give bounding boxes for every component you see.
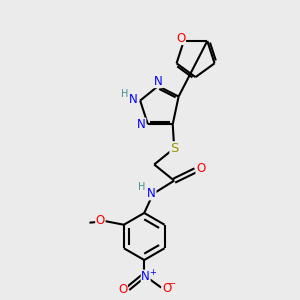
Text: N: N xyxy=(129,94,138,106)
Text: O: O xyxy=(162,282,171,295)
Text: H: H xyxy=(138,182,146,192)
Text: N: N xyxy=(154,75,163,88)
Text: O: O xyxy=(176,32,185,44)
Text: −: − xyxy=(168,279,176,289)
Text: O: O xyxy=(96,214,105,227)
Text: N: N xyxy=(137,118,146,131)
Text: +: + xyxy=(149,268,156,278)
Text: O: O xyxy=(196,162,205,176)
Text: N: N xyxy=(141,270,150,283)
Text: N: N xyxy=(147,187,156,200)
Text: H: H xyxy=(121,89,129,99)
Text: S: S xyxy=(170,142,178,155)
Text: O: O xyxy=(118,283,128,296)
